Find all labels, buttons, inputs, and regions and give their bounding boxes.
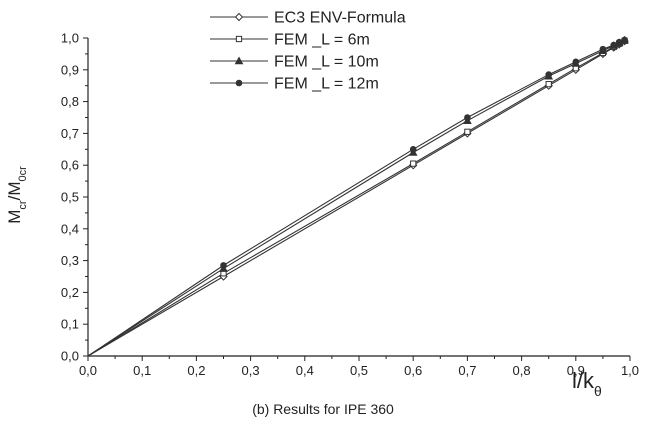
y-tick-label: 0,3 [61, 253, 79, 268]
series-group [87, 35, 629, 357]
data-point-circle [409, 146, 417, 153]
plot-area: 0,0 0,1 0,2 0,3 0,4 0,5 0,6 0,7 0,8 0,9 1,0 0,0 0,1… [61, 31, 639, 379]
legend-marker-square [235, 35, 243, 43]
series-circle [87, 36, 628, 357]
y-ticks: 0,0 0,1 0,2 0,3 0,4 0,5 0,6 0,7 0,8 0,9 1,0 [61, 31, 88, 364]
x-tick-label: 0,4 [296, 363, 314, 378]
x-tick-label: 0,1 [133, 363, 151, 378]
x-tick-label: 0,5 [350, 363, 368, 378]
x-axis-label-sub: θ [594, 383, 602, 399]
x-tick-label: 0,9 [567, 363, 585, 378]
x-tick-label: 0,0 [79, 363, 97, 378]
y-axis-label-main: M [5, 210, 24, 224]
data-point-circle [615, 38, 623, 46]
legend-label: FEM _L = 10m [274, 54, 379, 71]
data-point-circle [545, 71, 553, 78]
legend-item: EC3 ENV-Formula [210, 10, 406, 27]
legend-label: EC3 ENV-Formula [274, 10, 406, 27]
y-tick-label: 0,1 [61, 317, 79, 332]
x-tick-label: 1,0 [621, 363, 639, 378]
legend-item: FEM _L = 6m [210, 32, 370, 49]
y-axis-label-sub2: 0cr [17, 166, 29, 182]
y-tick-label: 0,4 [61, 221, 79, 236]
chart-caption: (b) Results for IPE 360 [252, 401, 394, 417]
y-tick-label: 0,7 [61, 126, 79, 141]
data-point-circle [220, 262, 227, 269]
x-tick-label: 0,7 [458, 363, 476, 378]
data-point-square [545, 80, 552, 88]
x-tick-label: 0,6 [404, 363, 422, 378]
y-tick-label: 1,0 [61, 31, 79, 46]
data-point-circle [464, 114, 471, 121]
x-tick-label: 0,8 [513, 363, 531, 378]
data-point-square [410, 160, 417, 167]
data-point-circle [621, 36, 628, 44]
legend-item: FEM _L = 10m [210, 54, 379, 71]
data-point-square [464, 128, 471, 135]
data-point-circle [572, 58, 580, 66]
legend-marker-diamond [234, 12, 244, 22]
y-tick-label: 0,8 [61, 94, 79, 109]
y-axis-label-slash: /M [5, 182, 24, 201]
legend-label: FEM _L = 6m [274, 32, 370, 49]
legend-marker-circle [235, 79, 243, 87]
legend-item: FEM _L = 12m [210, 76, 379, 93]
x-ticks: 0,0 0,1 0,2 0,3 0,4 0,5 0,6 0,7 0,8 0,9 1,0 [79, 356, 639, 378]
data-point-circle [599, 45, 607, 53]
x-tick-label: 0,3 [242, 363, 260, 378]
x-axis-label-main: l/k [572, 368, 595, 393]
x-axis-label: l/kθ [572, 368, 602, 399]
legend: EC3 ENV-Formula FEM _L = 6m FEM _L = 10m FE… [210, 10, 406, 93]
data-point-circle [610, 41, 618, 49]
y-tick-label: 0,2 [61, 285, 79, 300]
x-tick-label: 0,2 [187, 363, 205, 378]
y-axis-label-sub1: cr [17, 200, 29, 210]
legend-marker-triangle [234, 56, 244, 65]
y-tick-label: 0,9 [61, 62, 79, 77]
y-tick-label: 0,6 [61, 158, 79, 173]
y-tick-label: 0,5 [61, 190, 79, 205]
y-axis-label: Mcr/M0cr [5, 166, 29, 224]
legend-label: FEM _L = 12m [274, 76, 379, 93]
y-tick-label: 0,0 [61, 349, 79, 364]
